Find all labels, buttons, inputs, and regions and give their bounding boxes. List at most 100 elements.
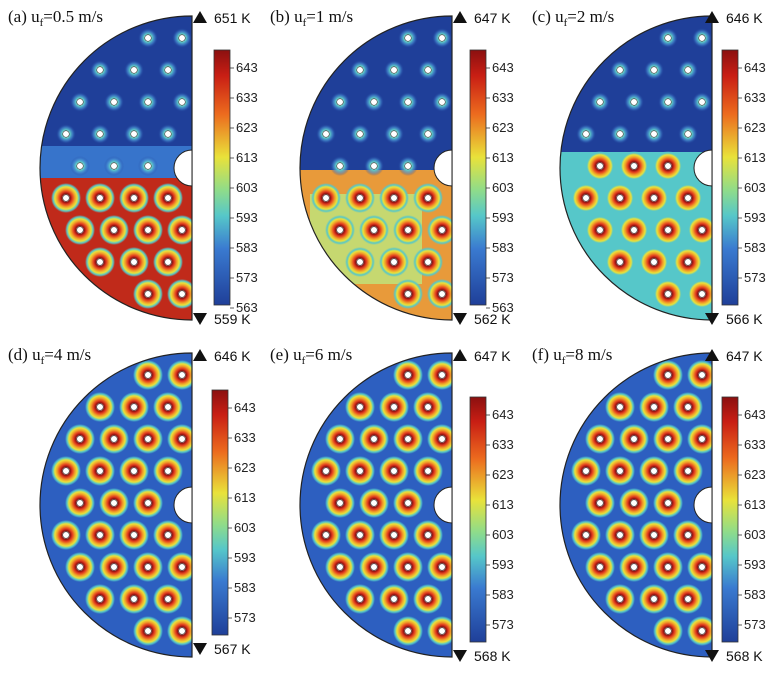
colorbar-tick-label: 623	[234, 460, 256, 475]
tube-core	[76, 499, 84, 507]
tube-core	[76, 563, 84, 571]
tube-core	[698, 226, 706, 234]
tube-core	[164, 66, 172, 74]
tube-core	[96, 66, 104, 74]
colorbar-tick-label: 603	[744, 527, 766, 542]
colorbar-tick-label: 643	[236, 60, 258, 75]
tube-core	[76, 162, 84, 170]
tube-core	[130, 531, 138, 539]
colorbar-tick-label: 613	[744, 497, 766, 512]
tube-core	[62, 194, 70, 202]
temperature-field	[40, 353, 192, 657]
tube-core	[596, 435, 604, 443]
tube-core	[370, 499, 378, 507]
tube-core	[596, 563, 604, 571]
colorbar-tick-label: 593	[744, 557, 766, 572]
tube-core	[144, 627, 152, 635]
tube-core	[684, 531, 692, 539]
colorbar-tick-label: 583	[744, 240, 766, 255]
tube-core	[664, 98, 672, 106]
min-temperature-label: 567 K	[214, 641, 251, 657]
tube-core	[144, 226, 152, 234]
tube-core	[404, 627, 412, 635]
tube-core	[178, 435, 186, 443]
colorbar-tick-label: 583	[236, 240, 258, 255]
tube-core	[684, 194, 692, 202]
tube-core	[336, 435, 344, 443]
tube-core	[650, 258, 658, 266]
tube-core	[390, 467, 398, 475]
tube-core	[110, 98, 118, 106]
colorbar-tick-label: 583	[492, 240, 514, 255]
tube-core	[664, 499, 672, 507]
tube-core	[144, 371, 152, 379]
tube-core	[684, 403, 692, 411]
colorbar-tick-label: 613	[492, 497, 514, 512]
min-triangle-icon	[193, 313, 207, 325]
tube-core	[616, 66, 624, 74]
tube-core	[322, 194, 330, 202]
min-temperature-label: 568 K	[726, 648, 763, 664]
colorbar-tick-label: 583	[492, 587, 514, 602]
tube-core	[684, 130, 692, 138]
domain-outline	[299, 15, 453, 321]
tube-core	[336, 98, 344, 106]
max-triangle-icon	[705, 349, 719, 361]
colorbar-tick-label: 633	[492, 437, 514, 452]
min-temperature-label: 568 K	[474, 648, 511, 664]
colorbar-tick-label: 573	[492, 270, 514, 285]
tube-core	[356, 258, 364, 266]
tube-core	[582, 531, 590, 539]
tube-core	[356, 130, 364, 138]
tube-core	[370, 98, 378, 106]
tube-core	[596, 162, 604, 170]
tube-core	[144, 499, 152, 507]
tube-core	[582, 467, 590, 475]
tube-core	[698, 290, 706, 298]
max-temperature-label: 646 K	[214, 348, 251, 364]
tube-core	[616, 258, 624, 266]
panel-label: (c) uf=2 m/s	[532, 7, 614, 29]
panel-label: (e) uf=6 m/s	[270, 345, 352, 367]
tube-core	[130, 194, 138, 202]
tube-core	[144, 290, 152, 298]
max-triangle-icon	[453, 11, 467, 23]
tube-core	[336, 162, 344, 170]
tube-core	[336, 499, 344, 507]
centre-notch	[433, 486, 453, 524]
tube-core	[424, 467, 432, 475]
tube-core	[630, 435, 638, 443]
tube-core	[616, 194, 624, 202]
domain-outline	[39, 352, 193, 658]
tube-core	[130, 66, 138, 74]
colorbar-tick-label: 603	[236, 180, 258, 195]
tube-core	[164, 531, 172, 539]
tube-core	[424, 258, 432, 266]
max-temperature-label: 651 K	[214, 10, 251, 26]
tube-core	[76, 226, 84, 234]
tube-core	[178, 98, 186, 106]
tube-core	[650, 130, 658, 138]
tube-core	[650, 66, 658, 74]
tube-core	[404, 371, 412, 379]
min-triangle-icon	[705, 650, 719, 662]
panel-e: (e) uf=6 m/s 643 633 623 613 603 593 583 573 647 …	[270, 345, 514, 664]
temperature-field	[560, 353, 712, 657]
colorbar-tick-label: 613	[492, 150, 514, 165]
panel-d: (d) uf=4 m/s 643 633 623 613 603 593 583 573 646 …	[8, 345, 256, 658]
tube-core	[630, 162, 638, 170]
min-temperature-label: 562 K	[474, 311, 511, 327]
tube-core	[356, 403, 364, 411]
colorbar-tick-label: 593	[236, 210, 258, 225]
tube-core	[630, 98, 638, 106]
tube-core	[616, 595, 624, 603]
tube-core	[62, 531, 70, 539]
panel-label: (d) uf=4 m/s	[8, 345, 91, 367]
tube-core	[438, 435, 446, 443]
tube-core	[596, 226, 604, 234]
colorbar-tick-label: 623	[492, 467, 514, 482]
temperature-field	[40, 16, 192, 320]
panel-f: (f) uf=8 m/s 643 633 623 613 603 593 583 573 647 …	[532, 345, 766, 664]
tube-core	[698, 627, 706, 635]
